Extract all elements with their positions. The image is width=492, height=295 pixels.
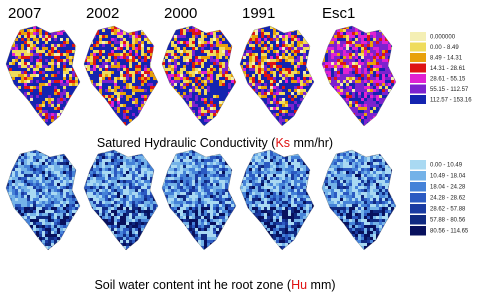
legend-swatch xyxy=(410,215,426,225)
legend-label: 28.61 - 55.15 xyxy=(430,76,466,82)
legend-label: 0.000000 xyxy=(430,34,456,40)
caption-hu: Soil water content int he root zone (Hu … xyxy=(94,278,335,292)
caption-ks: Satured Hydraulic Conductivity (Ks mm/hr… xyxy=(97,136,333,150)
legend-label: 80.56 - 114.65 xyxy=(430,229,469,235)
legend-label: 0.00 - 8.49 xyxy=(430,45,459,51)
legend-swatch xyxy=(410,95,426,104)
year-label: 1991 xyxy=(242,5,275,22)
legend-swatch xyxy=(410,53,426,62)
legend-swatch xyxy=(410,171,426,181)
caption-symbol: Hu xyxy=(291,278,307,292)
caption-symbol: Ks xyxy=(275,136,290,150)
year-label: Esc1 xyxy=(322,5,355,22)
year-label: 2007 xyxy=(8,5,41,22)
legend-label: 0.00 - 10.49 xyxy=(430,163,463,169)
figure: Satured Hydraulic Conductivity (Ks mm/hr… xyxy=(0,0,492,295)
legend-swatch xyxy=(410,74,426,83)
legend-swatch xyxy=(410,226,426,236)
legend-label: 8.49 - 14.31 xyxy=(430,55,463,61)
caption-text: mm/hr) xyxy=(290,136,333,150)
legend-label: 112.57 - 153.16 xyxy=(430,97,472,103)
legend-swatch xyxy=(410,204,426,214)
caption-text: Soil water content int he root zone ( xyxy=(94,278,291,292)
legend-label: 18.04 - 24.28 xyxy=(430,185,466,191)
legend-swatch xyxy=(410,160,426,170)
caption-text: mm) xyxy=(307,278,335,292)
legend-swatch xyxy=(410,43,426,52)
caption-text: Satured Hydraulic Conductivity ( xyxy=(97,136,276,150)
legend-swatch xyxy=(410,64,426,73)
legend-label: 57.88 - 80.56 xyxy=(430,218,466,224)
legend-swatch xyxy=(410,193,426,203)
year-label: 2002 xyxy=(86,5,119,22)
legend-swatch xyxy=(410,85,426,94)
legend-label: 55.15 - 112.57 xyxy=(430,87,469,93)
legend-label: 28.62 - 57.88 xyxy=(430,207,466,213)
legend-label: 14.31 - 28.61 xyxy=(430,66,466,72)
legend-label: 10.49 - 18.04 xyxy=(430,174,466,180)
legend-swatch xyxy=(410,32,426,41)
legend-swatch xyxy=(410,182,426,192)
year-label: 2000 xyxy=(164,5,197,22)
legend-label: 24.28 - 28.62 xyxy=(430,196,466,202)
